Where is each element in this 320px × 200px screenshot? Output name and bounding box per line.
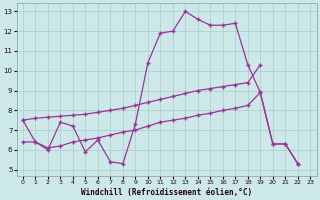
X-axis label: Windchill (Refroidissement éolien,°C): Windchill (Refroidissement éolien,°C) (81, 188, 252, 197)
